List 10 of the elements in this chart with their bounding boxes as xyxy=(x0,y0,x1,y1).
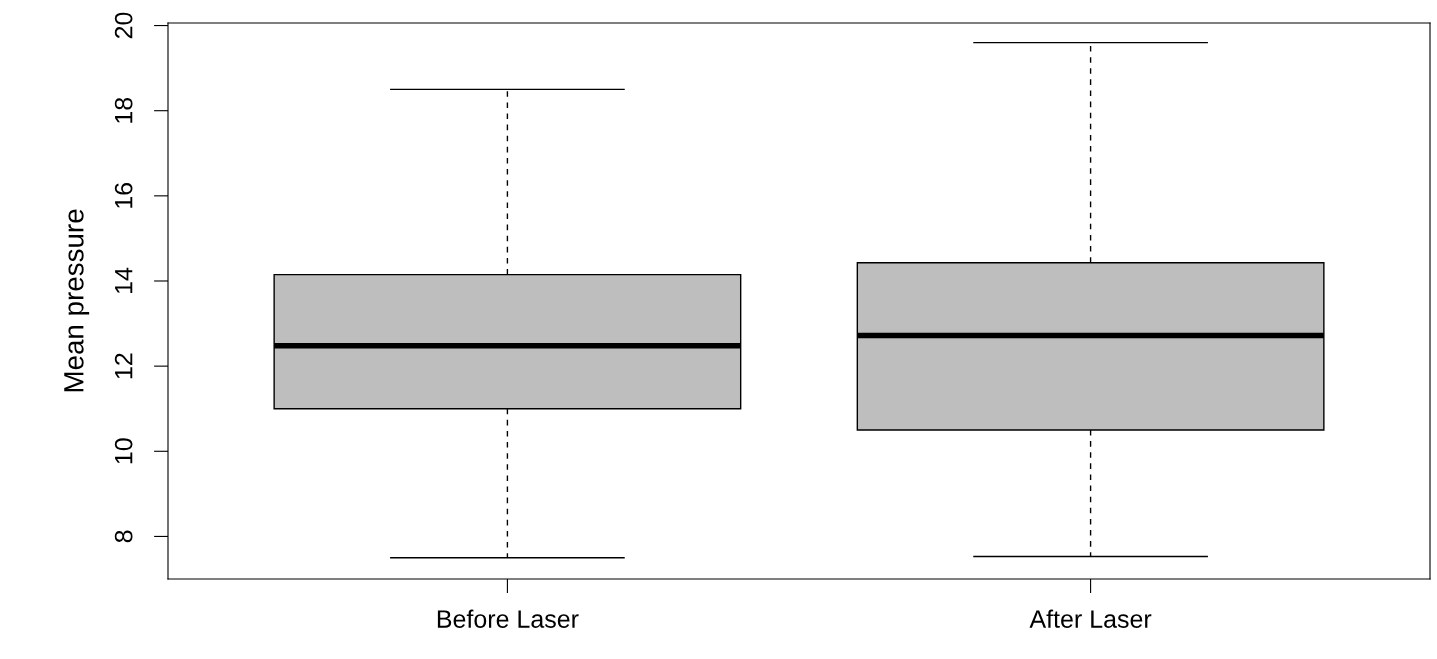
y-tick-label: 10 xyxy=(114,438,133,464)
y-tick-label: 12 xyxy=(114,353,133,379)
y-tick-label: 18 xyxy=(114,97,133,123)
y-tick-label: 16 xyxy=(114,183,133,208)
y-tick-label: 14 xyxy=(115,267,133,293)
y-tick-label: 8 xyxy=(114,530,133,543)
x-tick-label: Before Laser xyxy=(437,609,579,628)
y-axis-title: Mean pressure xyxy=(64,209,90,392)
x-tick-label: After Laser xyxy=(1029,609,1152,628)
y-tick-label: 20 xyxy=(114,12,133,39)
